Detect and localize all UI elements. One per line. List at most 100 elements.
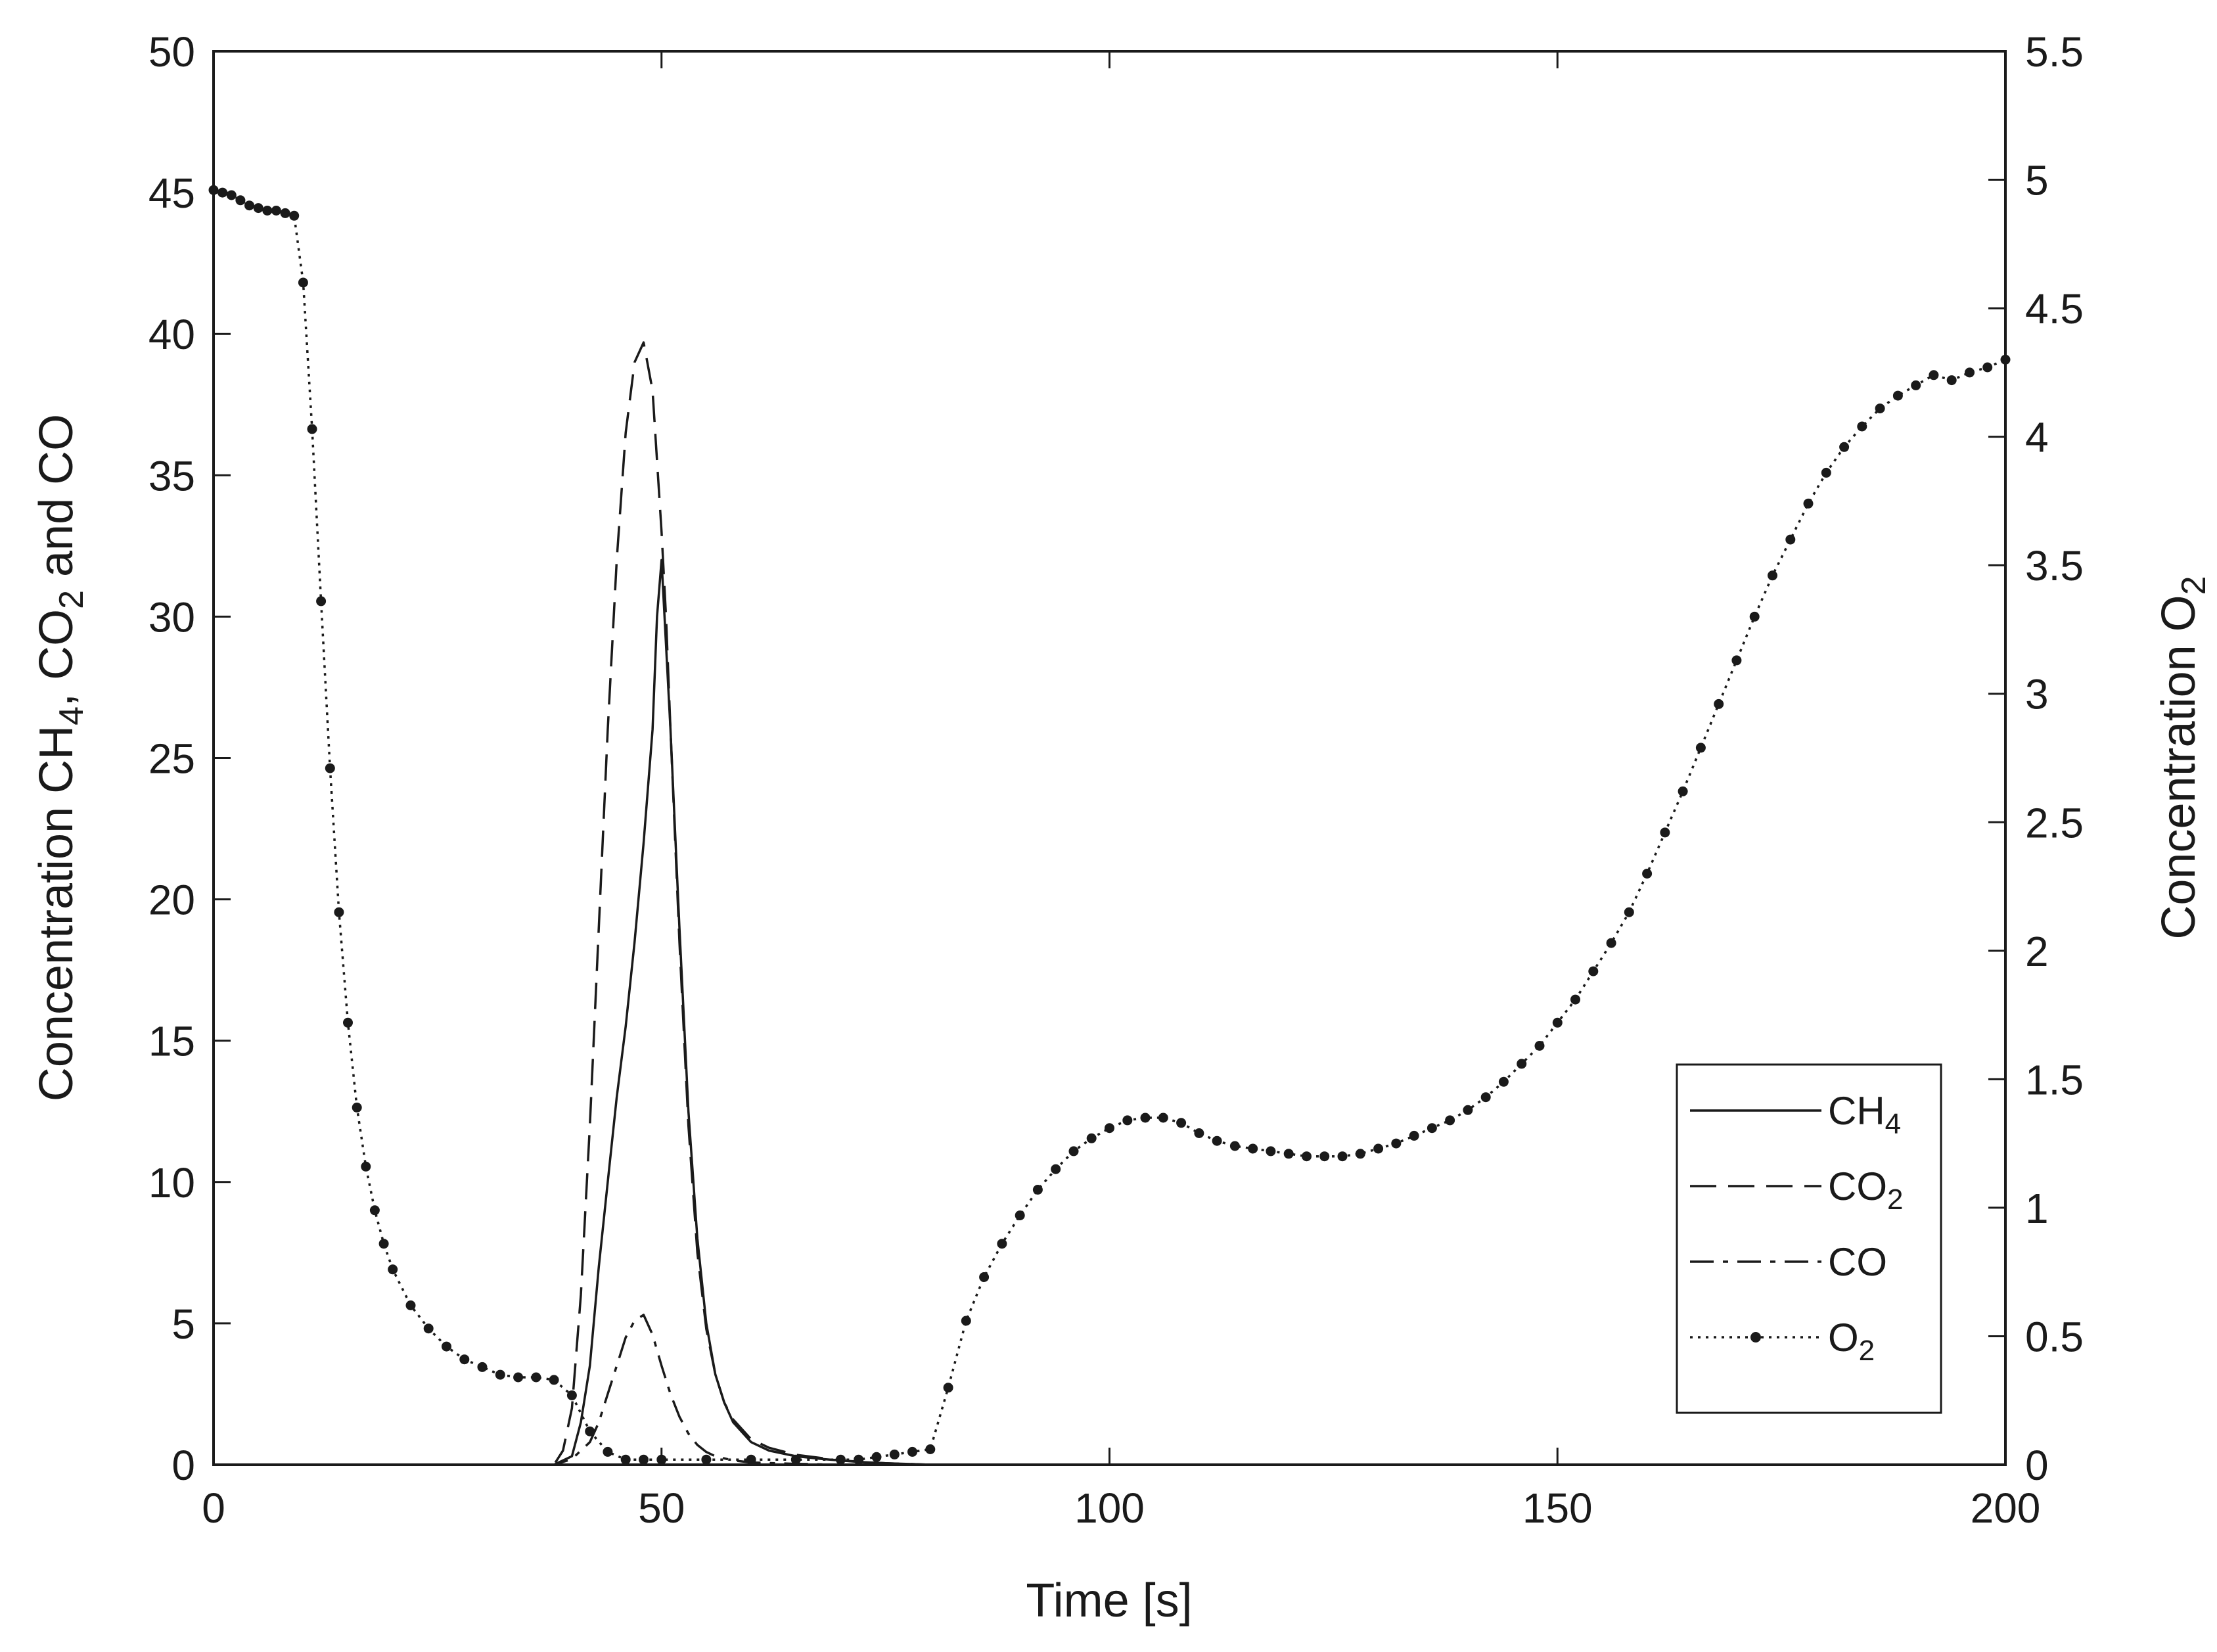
data-point-o2 bbox=[1445, 1115, 1455, 1126]
data-point-o2 bbox=[854, 1454, 864, 1465]
data-point-o2 bbox=[325, 763, 335, 773]
y-left-label-part3: and CO bbox=[30, 414, 83, 590]
data-point-o2 bbox=[1391, 1138, 1402, 1149]
data-point-o2 bbox=[423, 1323, 434, 1334]
data-point-o2 bbox=[352, 1102, 362, 1113]
data-point-o2 bbox=[217, 187, 228, 198]
y-left-tick-label: 35 bbox=[149, 452, 195, 499]
y-right-tick-label: 5 bbox=[2025, 157, 2049, 204]
x-tick-label: 50 bbox=[638, 1484, 685, 1532]
data-point-o2 bbox=[1821, 467, 1831, 478]
y-right-tick-label: 4.5 bbox=[2025, 285, 2084, 333]
data-point-o2 bbox=[1803, 498, 1814, 509]
y-right-tick-label: 4 bbox=[2025, 414, 2049, 461]
data-point-o2 bbox=[1534, 1041, 1545, 1051]
y-left-tick-label: 30 bbox=[149, 593, 195, 641]
data-point-o2 bbox=[531, 1372, 541, 1383]
data-point-o2 bbox=[334, 907, 344, 917]
data-point-o2 bbox=[442, 1341, 451, 1352]
y-left-tick-label: 10 bbox=[149, 1159, 195, 1206]
data-point-o2 bbox=[1086, 1133, 1097, 1143]
series-line-co2 bbox=[214, 341, 2005, 1466]
data-point-o2 bbox=[378, 1239, 389, 1249]
data-point-o2 bbox=[620, 1454, 631, 1465]
y-right-tick-label: 5.5 bbox=[2025, 28, 2084, 76]
data-point-o2 bbox=[244, 200, 254, 211]
data-point-o2 bbox=[1105, 1123, 1114, 1134]
data-point-o2 bbox=[1695, 743, 1706, 753]
data-point-o2 bbox=[1892, 390, 1903, 401]
y-right-tick-label: 2 bbox=[2025, 928, 2049, 975]
x-axis-label: Time [s] bbox=[1026, 1574, 1192, 1627]
data-point-o2 bbox=[271, 206, 281, 216]
y-left-tick-label: 20 bbox=[149, 877, 195, 924]
data-point-o2 bbox=[1229, 1141, 1240, 1151]
y-left-tick-label: 25 bbox=[149, 735, 195, 783]
data-point-o2 bbox=[208, 185, 219, 195]
data-point-o2 bbox=[343, 1017, 353, 1028]
data-point-o2 bbox=[997, 1239, 1007, 1249]
y-left-tick-label: 0 bbox=[171, 1442, 195, 1489]
y-right-tick-label: 1 bbox=[2025, 1185, 2049, 1232]
y-right-tick-label: 0 bbox=[2025, 1442, 2049, 1489]
data-point-o2 bbox=[1768, 570, 1777, 581]
data-point-o2 bbox=[907, 1446, 917, 1457]
data-point-o2 bbox=[1140, 1113, 1151, 1123]
x-tick-label: 100 bbox=[1074, 1484, 1145, 1532]
data-point-o2 bbox=[943, 1383, 953, 1393]
data-point-o2 bbox=[1839, 442, 1850, 452]
data-point-o2 bbox=[1875, 403, 1885, 414]
data-point-o2 bbox=[1946, 375, 1957, 386]
data-point-o2 bbox=[790, 1454, 801, 1465]
data-point-o2 bbox=[1051, 1164, 1061, 1174]
axis-ticks: 0 50 100 150 2000510152025303540455000.511.5… bbox=[149, 28, 2084, 1532]
data-point-o2 bbox=[549, 1375, 559, 1385]
data-point-o2 bbox=[1480, 1092, 1491, 1103]
data-point-o2 bbox=[1642, 869, 1653, 879]
data-point-o2 bbox=[1015, 1210, 1025, 1221]
data-point-o2 bbox=[1624, 907, 1634, 917]
y-left-tick-label: 50 bbox=[149, 28, 195, 76]
y-right-tick-label: 1.5 bbox=[2025, 1056, 2084, 1103]
data-point-o2 bbox=[603, 1446, 613, 1457]
data-point-o2 bbox=[566, 1390, 577, 1400]
data-point-o2 bbox=[253, 203, 263, 214]
data-point-o2 bbox=[495, 1369, 505, 1380]
data-point-o2 bbox=[1194, 1128, 1204, 1138]
data-point-o2 bbox=[961, 1316, 971, 1326]
legend-label-base: CH bbox=[1828, 1089, 1885, 1133]
data-point-o2 bbox=[639, 1454, 649, 1465]
data-point-o2 bbox=[1337, 1151, 1348, 1162]
data-point-o2 bbox=[477, 1362, 488, 1372]
data-point-o2 bbox=[1319, 1151, 1330, 1162]
data-point-o2 bbox=[1283, 1149, 1294, 1159]
data-point-o2 bbox=[280, 208, 290, 218]
data-point-o2 bbox=[361, 1161, 371, 1172]
data-point-o2 bbox=[1570, 994, 1580, 1005]
y-axis-label-right: Concentration O2 bbox=[2153, 576, 2213, 939]
y-right-tick-label: 3.5 bbox=[2025, 542, 2084, 589]
y-right-tick-label: 3 bbox=[2025, 671, 2049, 718]
data-point-o2 bbox=[746, 1454, 756, 1465]
data-point-o2 bbox=[1965, 367, 1975, 378]
data-point-o2 bbox=[1068, 1146, 1079, 1157]
y-left-label-sub1: 4 bbox=[53, 706, 91, 725]
data-point-o2 bbox=[925, 1444, 936, 1454]
data-point-o2 bbox=[1982, 362, 1993, 373]
y-left-label-sub2: 2 bbox=[53, 590, 91, 609]
y-left-label-part1: Concentration CH bbox=[30, 725, 83, 1101]
legend-box bbox=[1676, 1063, 1942, 1414]
series-line-co bbox=[214, 1314, 2005, 1466]
data-point-o2 bbox=[1463, 1105, 1473, 1115]
data-point-o2 bbox=[656, 1454, 667, 1465]
data-point-o2 bbox=[585, 1426, 595, 1436]
legend-marker-o2 bbox=[1750, 1332, 1761, 1342]
data-point-o2 bbox=[1355, 1149, 1365, 1159]
data-point-o2 bbox=[1498, 1076, 1509, 1087]
x-tick-label: 150 bbox=[1522, 1484, 1593, 1532]
legend-label-base: CO bbox=[1828, 1164, 1887, 1208]
data-point-o2 bbox=[405, 1300, 416, 1310]
legend-label-base: O bbox=[1828, 1316, 1859, 1360]
data-point-o2 bbox=[1409, 1130, 1419, 1141]
